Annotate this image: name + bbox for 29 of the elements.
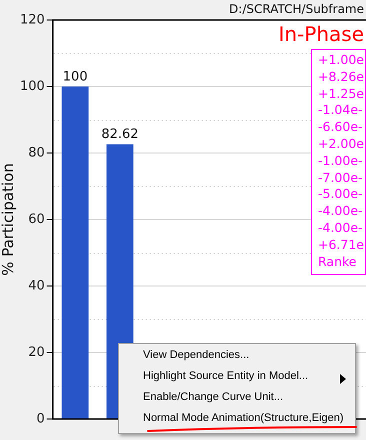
annotation: +8.26e <box>318 68 364 86</box>
y-tick-label: 120 <box>20 12 45 28</box>
y-axis-title: % Participation <box>0 163 17 276</box>
annotation: -5.00e- <box>318 186 364 204</box>
annotation: +1.00e <box>318 52 364 69</box>
annotation: +6.71e <box>318 236 364 254</box>
data-label: 82.62 <box>101 127 139 142</box>
annotation: -4.00e- <box>318 220 364 237</box>
data-label: 100 <box>62 69 88 84</box>
y-tick-label: 0 <box>36 411 45 426</box>
annotation: Normal Mode Animation(Structure,Eigen) <box>143 412 344 424</box>
annotation: +2.00e <box>318 136 364 153</box>
annotation: -7.00e- <box>318 170 364 186</box>
annotation: -1.04e- <box>318 102 364 120</box>
y-tick-label: 40 <box>28 278 45 294</box>
annotation: +1.25e <box>318 86 364 102</box>
annotation: Ranke <box>318 254 358 270</box>
annotation: View Dependencies... <box>143 349 250 361</box>
annotation: -6.60e- <box>318 119 364 136</box>
y-tick-label: 100 <box>20 78 45 94</box>
annotation: -4.00e- <box>318 203 364 220</box>
chart-title: In-Phase <box>278 22 364 46</box>
y-tick-label: 80 <box>28 145 45 160</box>
annotation: -1.00e- <box>318 152 364 170</box>
annotation: Enable/Change Curve Unit... <box>143 391 284 403</box>
y-tick-label: 60 <box>28 212 45 227</box>
annotation: Highlight Source Entity in Model... <box>143 370 308 382</box>
text: D:/SCRATCH/Subframe <box>229 2 364 16</box>
y-tick-label: 20 <box>28 344 45 360</box>
